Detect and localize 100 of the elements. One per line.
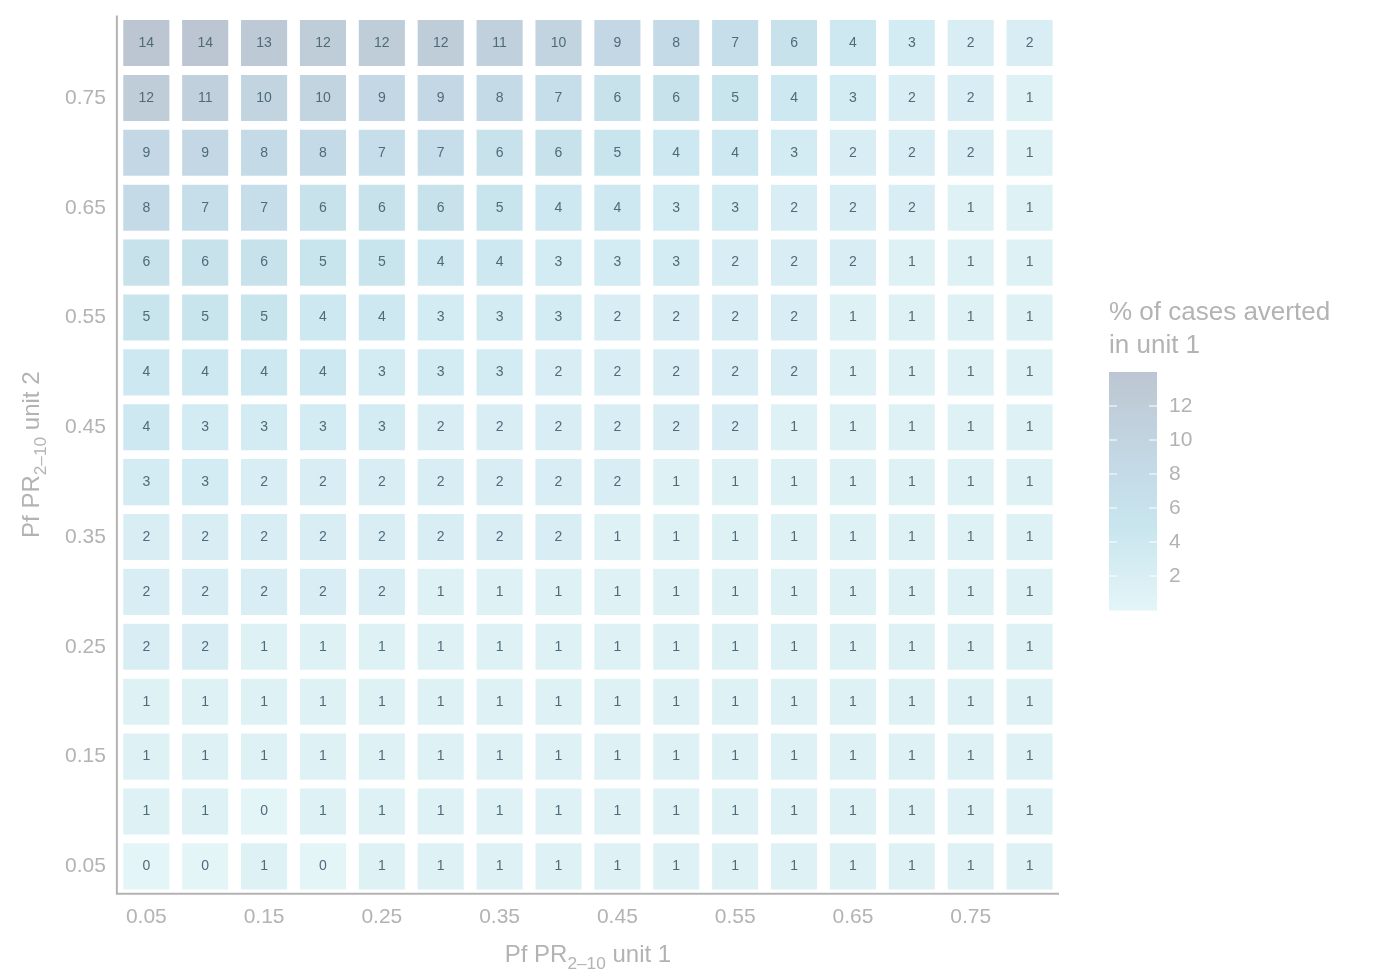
x-tick-label: 0.65 [832,904,874,928]
data-label: 1 [790,857,799,874]
data-label: 1 [907,582,916,599]
data-label: 1 [1025,198,1034,215]
data-label: 2 [554,363,563,380]
data-label: 1 [554,637,563,654]
data-label: 3 [436,308,445,325]
data-label: 1 [966,527,975,544]
data-label: 2 [613,363,622,380]
data-label: 7 [731,33,740,50]
data-label: 1 [849,418,858,435]
data-label: 1 [377,692,386,709]
data-label: 1 [790,418,799,435]
data-label: 1 [613,747,622,764]
data-label: 1 [260,857,269,874]
data-label: 2 [790,308,799,325]
data-label: 1 [436,692,445,709]
data-label: 1 [495,802,504,819]
data-label: 5 [319,253,328,270]
data-label: 1 [966,363,975,380]
color-bar-label: 4 [1169,528,1181,552]
data-label: 5 [731,88,740,105]
data-label: 6 [142,253,151,270]
data-label: 12 [374,33,390,50]
data-label: 8 [495,88,504,105]
data-label: 4 [377,308,386,325]
data-label: 13 [256,33,273,50]
data-label: 1 [966,308,975,325]
data-label: 4 [731,143,740,160]
data-label: 1 [436,582,445,599]
data-label: 2 [731,418,740,435]
data-label: 2 [554,473,563,489]
data-label: 1 [907,253,916,270]
data-label: 10 [256,88,273,105]
data-label: 2 [613,308,622,325]
data-label: 2 [260,473,269,489]
data-label: 3 [613,253,622,270]
data-label: 1 [1025,747,1034,764]
data-label: 1 [966,802,975,819]
data-label: 4 [554,198,563,215]
data-label: 5 [613,143,622,160]
data-label: 7 [377,143,386,160]
data-label: 1 [849,692,858,709]
data-label: 3 [554,253,563,270]
data-label: 3 [201,418,210,435]
data-label: 0 [142,857,151,874]
data-label: 1 [1025,692,1034,709]
data-label: 1 [495,747,504,764]
data-label: 1 [201,692,210,709]
data-label: 1 [260,692,269,709]
data-label: 3 [436,363,445,380]
data-label: 4 [319,308,328,325]
data-label: 1 [849,582,858,599]
data-label: 1 [436,747,445,764]
data-label: 1 [790,747,799,764]
data-label: 1 [1025,363,1034,380]
data-label: 4 [260,363,269,380]
data-label: 11 [492,33,508,50]
data-label: 2 [201,637,210,654]
data-label: 1 [672,473,681,489]
data-label: 1 [790,473,799,489]
data-label: 1 [436,857,445,874]
y-tick-label: 0.25 [65,633,106,657]
data-label: 5 [260,308,269,325]
data-label: 4 [436,253,445,270]
data-label: 2 [436,527,445,544]
data-label: 1 [319,747,328,764]
data-label: 2 [142,637,151,654]
data-label: 7 [260,198,269,215]
data-label: 1 [260,637,269,654]
data-label: 1 [319,692,328,709]
data-label: 3 [790,143,799,160]
data-label: 1 [907,802,916,819]
data-label: 1 [142,747,151,764]
x-tick-label: 0.75 [950,904,992,928]
data-label: 0 [319,857,328,874]
data-label: 1 [613,582,622,599]
data-label: 1 [319,802,328,819]
color-bar-label: 6 [1169,494,1181,518]
x-tick-label: 0.25 [361,904,403,928]
data-label: 3 [142,473,151,489]
data-label: 7 [201,198,210,215]
data-label: 3 [849,88,858,105]
data-label: 1 [672,692,681,709]
data-label: 1 [849,802,858,819]
data-label: 5 [201,308,210,325]
data-label: 2 [672,308,681,325]
data-label: 1 [849,527,858,544]
x-tick-label: 0.05 [125,904,167,928]
data-label: 2 [907,143,916,160]
data-label: 2 [731,308,740,325]
data-label: 5 [377,253,386,270]
data-label: 2 [907,88,916,105]
data-label: 1 [1025,308,1034,325]
data-label: 3 [731,198,740,215]
data-label: 6 [613,88,622,105]
data-label: 8 [260,143,269,160]
data-label: 6 [436,198,445,215]
data-label: 0 [201,857,210,874]
data-label: 1 [377,857,386,874]
